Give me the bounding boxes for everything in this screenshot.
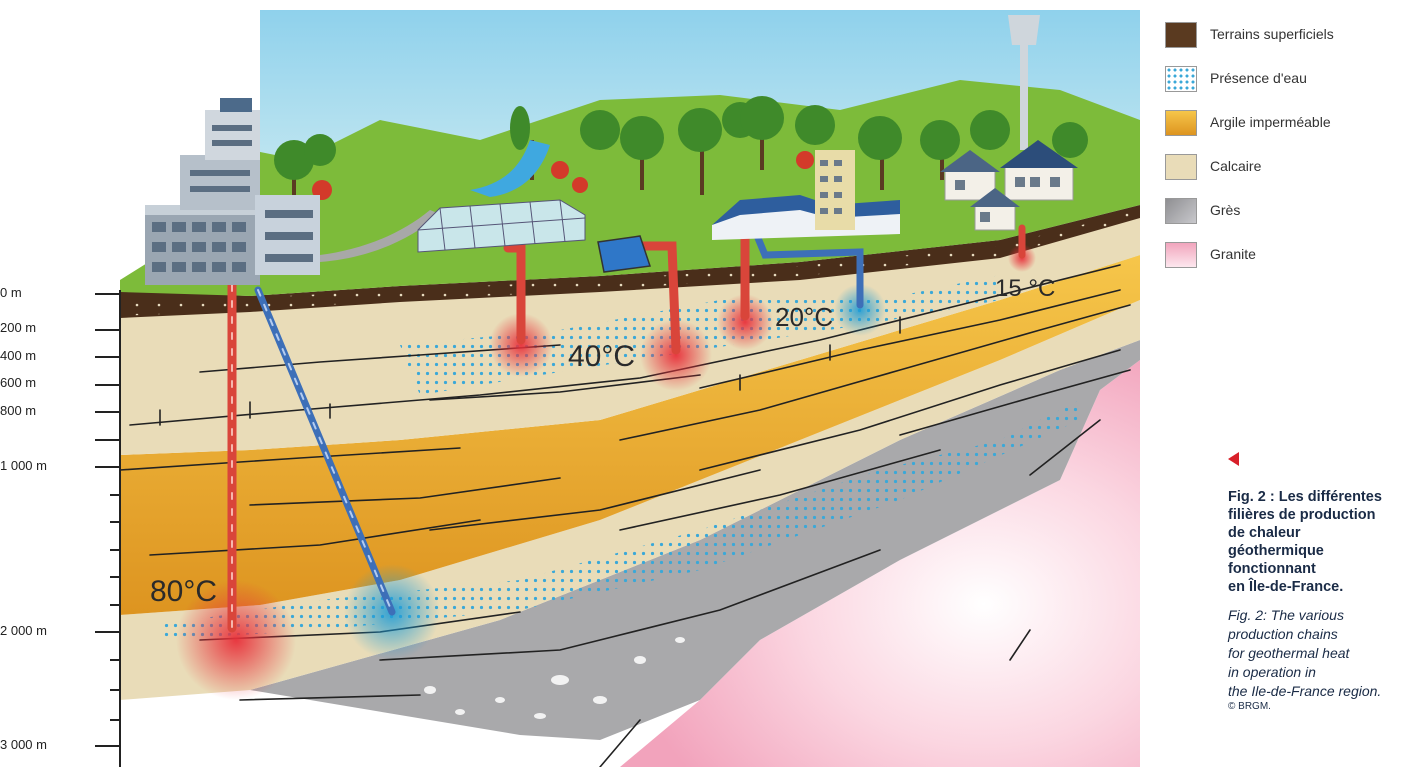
legend-label-surface: Terrains superficiels — [1210, 26, 1334, 42]
legend-item-sandstone: Grès — [1165, 196, 1395, 240]
depth-label-3000: 3 000 m — [0, 737, 47, 752]
legend-label-granite: Granite — [1210, 246, 1256, 262]
legend-swatch-sandstone — [1165, 198, 1197, 224]
legend-item-water: Présence d'eau — [1165, 64, 1395, 108]
temperature-label-40: 40°C — [568, 340, 636, 373]
cold-pipe-20 — [754, 234, 864, 309]
depth-label-2000: 2 000 m — [0, 623, 47, 638]
legend-swatch-granite — [1165, 242, 1197, 268]
caption-french: Fig. 2 : Les différentes filières de pro… — [1228, 489, 1382, 595]
hot-pipe-40b — [635, 241, 681, 355]
temperature-label-20: 20°C — [775, 302, 834, 332]
depth-label-1000: 1 000 m — [0, 458, 47, 473]
temperature-label-80: 80°C — [150, 575, 218, 608]
legend-item-granite: Granite — [1165, 240, 1395, 284]
swimming-pool — [597, 235, 651, 273]
legend-swatch-clay — [1165, 110, 1197, 136]
legend-item-clay: Argile imperméable — [1165, 108, 1395, 152]
legend-swatch-water — [1165, 66, 1197, 92]
geothermal-cross-section — [95, 10, 1140, 767]
legend-swatch-limestone — [1165, 154, 1197, 180]
granite-layer — [620, 360, 1140, 767]
legend-label-sandstone: Grès — [1210, 202, 1241, 218]
legend: Terrains superficiels Présence d'eau Arg… — [1165, 20, 1395, 284]
sandstone-layer — [250, 340, 1140, 740]
hot-zone-40b — [640, 319, 712, 391]
hot-pipe-40a — [503, 243, 526, 345]
hot-zone-40a — [489, 313, 553, 377]
hot-zone-20 — [717, 294, 773, 350]
caption-credit: © BRGM. — [1228, 701, 1271, 712]
greenhouse — [417, 199, 586, 253]
legend-item-limestone: Calcaire — [1165, 152, 1395, 196]
depth-label-800: 800 m — [0, 403, 37, 418]
caption-english: Fig. 2: The various production chains fo… — [1228, 607, 1382, 699]
cold-zone-20 — [834, 284, 886, 336]
depth-label-200: 200 m — [0, 320, 37, 335]
industrial-building — [712, 150, 900, 240]
temperature-label-15: 15 °C — [995, 275, 1056, 302]
depth-label-400: 400 m — [0, 348, 37, 363]
trees — [274, 96, 1088, 200]
depth-label-600: 600 m — [0, 375, 37, 390]
legend-swatch-surface — [1165, 22, 1197, 48]
legend-label-clay: Argile imperméable — [1210, 114, 1331, 130]
depth-scale — [95, 290, 121, 767]
stream — [470, 140, 550, 197]
soil-layer — [120, 205, 1140, 318]
legend-label-limestone: Calcaire — [1210, 158, 1262, 174]
houses — [940, 15, 1078, 231]
hot-zone-80 — [176, 580, 296, 700]
legend-item-surface: Terrains superficiels — [1165, 20, 1395, 64]
figure-caption: Fig. 2 : Les différentes filières de pro… — [1228, 488, 1400, 712]
apartment-building — [145, 98, 320, 285]
caption-pointer-icon — [1228, 452, 1239, 466]
depth-label-0: 0 m — [0, 285, 22, 300]
legend-label-water: Présence d'eau — [1210, 70, 1307, 86]
